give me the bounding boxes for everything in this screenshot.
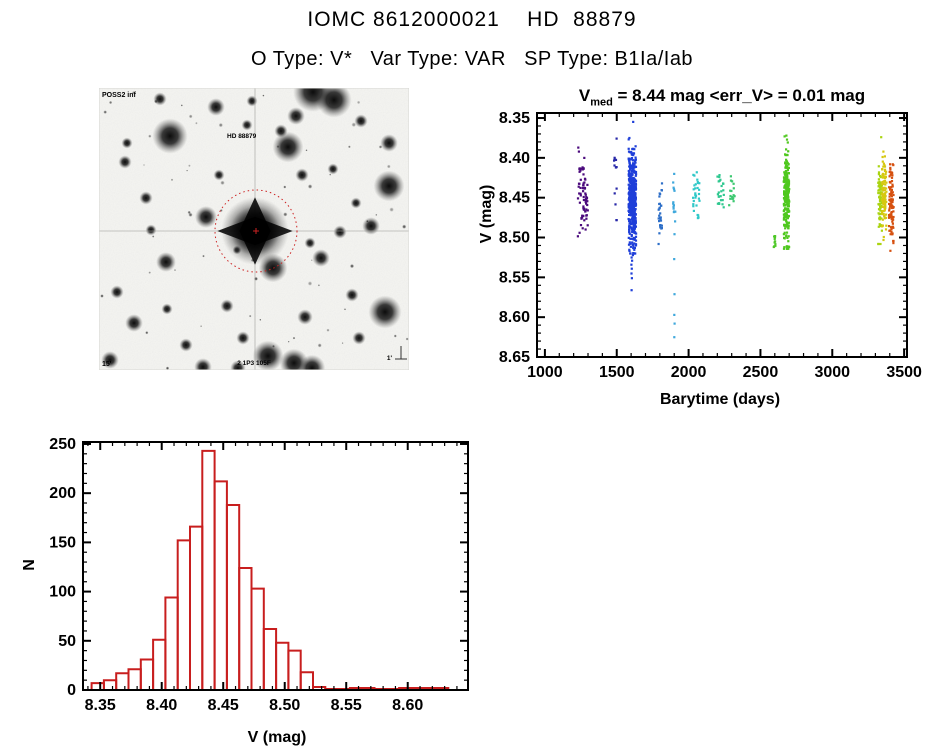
svg-text:100: 100 [49, 584, 76, 601]
epoch-8-springgreen [728, 175, 736, 207]
histogram-bar [164, 596, 179, 690]
svg-text:2500: 2500 [743, 364, 779, 381]
histogram-bar [238, 567, 253, 690]
histogram-bar [139, 658, 155, 690]
svg-text:8.40: 8.40 [146, 697, 177, 714]
target-circle [214, 189, 298, 273]
light-curve-xlabel: Barytime (days) [659, 391, 781, 408]
histogram-bar [176, 539, 191, 690]
histogram-bar [152, 638, 167, 690]
finder-chart-image: POSS2 inf HD 88879 2 1P3 105F 15' 1' [98, 72, 410, 382]
svg-text:8.50: 8.50 [499, 230, 530, 247]
svg-text:250: 250 [49, 436, 76, 453]
histogram-bar [90, 682, 105, 690]
scale-label: 1' [387, 355, 393, 362]
svg-text:8.45: 8.45 [208, 697, 239, 714]
scatter-points [576, 120, 895, 339]
svg-text:3000: 3000 [814, 364, 850, 381]
svg-text:150: 150 [49, 534, 76, 551]
histogram-plot: 8.35 8.40 8.45 8.50 8.55 8.60 0 50 100 150 200 250 [49, 436, 469, 714]
svg-text:8.50: 8.50 [269, 697, 300, 714]
epoch-2-navy [613, 137, 618, 222]
svg-text:200: 200 [49, 485, 76, 502]
svg-text:1500: 1500 [599, 364, 635, 381]
epoch-1-purple [576, 146, 589, 238]
histogram-bar [299, 671, 314, 690]
epoch-10-green [782, 134, 791, 250]
svg-text:2000: 2000 [671, 364, 707, 381]
histogram-xlabel: V (mag) [247, 729, 307, 746]
svg-text:8.60: 8.60 [392, 697, 423, 714]
light-curve-ylabel: V (mag) [478, 184, 495, 244]
histogram-ylabel: N [21, 559, 38, 571]
svg-text:8.35: 8.35 [499, 110, 530, 127]
epoch-13-orange [887, 163, 895, 252]
histogram-bar [250, 587, 265, 690]
svg-text:8.55: 8.55 [331, 697, 362, 714]
epoch-6-cyan [692, 171, 701, 220]
fov-label: 15' [102, 361, 112, 368]
svg-text:8.65: 8.65 [499, 349, 530, 366]
svg-text:0: 0 [67, 682, 76, 699]
axes: 8.35 8.40 8.45 8.50 8.55 8.60 0 50 100 150 200 250 [49, 436, 469, 714]
epoch-12-gold [881, 150, 888, 242]
histogram-bar [287, 649, 302, 690]
svg-text:3500: 3500 [886, 364, 922, 381]
svg-text:1000: 1000 [527, 364, 563, 381]
light-curve-title: Vmed = 8.44 mag <err_V> = 0.01 mag [578, 86, 866, 109]
histogram-bar [275, 641, 290, 690]
svg-text:8.55: 8.55 [499, 269, 530, 286]
page-subtitle: O Type: V* Var Type: VAR SP Type: B1Ia/I… [250, 48, 694, 70]
svg-text:8.35: 8.35 [85, 697, 116, 714]
epoch-7-teal [716, 174, 725, 209]
svg-text:8.40: 8.40 [499, 150, 530, 167]
histogram-bar [102, 679, 118, 690]
svg-text:8.45: 8.45 [499, 190, 530, 207]
page-title: IOMC 8612000021 HD 88879 [307, 8, 637, 31]
survey-label: POSS2 inf [102, 92, 137, 99]
svg-text:8.60: 8.60 [499, 309, 530, 326]
histogram-bar [189, 525, 204, 690]
light-curve-plot: 1000 1500 2000 2500 3000 3500 8.35 8.40 8.45 8.50… [499, 110, 922, 381]
plate-label: 2 1P3 105F [237, 360, 271, 367]
svg-text:50: 50 [58, 633, 76, 650]
histogram-bar [225, 504, 241, 690]
epoch-5-lightblue [672, 172, 677, 339]
epoch-9-green-low [772, 235, 777, 249]
epoch-11-yellowgreen [877, 136, 884, 246]
histogram-bar [115, 672, 130, 690]
axes: 1000 1500 2000 2500 3000 3500 8.35 8.40 8.45 8.50… [499, 110, 922, 381]
star-name-label: HD 88879 [227, 133, 257, 140]
epoch-3-blue [627, 120, 638, 292]
histogram-bar [213, 480, 228, 690]
histogram-bars [90, 449, 450, 690]
epoch-4-steelblue [657, 182, 664, 246]
histogram-bar [201, 449, 216, 690]
histogram-bar [127, 668, 142, 690]
finder-chart-svg: POSS2 inf HD 88879 2 1P3 105F 15' 1' [98, 72, 410, 382]
histogram-bar [262, 628, 278, 690]
